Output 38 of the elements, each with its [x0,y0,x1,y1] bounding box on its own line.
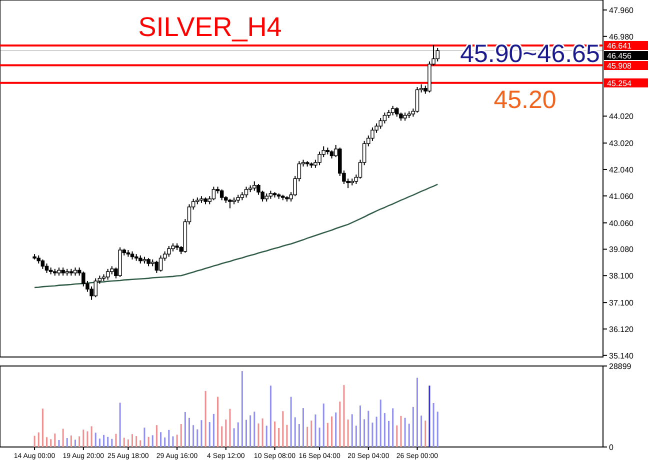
y-tick-label: 47.960 [609,6,634,15]
ref-line-label: 45.254 [607,78,632,88]
y-tick-label: 39.080 [609,245,634,254]
annotation: 45.90~46.65 [460,40,600,68]
y-tick-label: 37.100 [609,298,634,308]
candlestick [244,186,248,198]
candlestick [158,254,163,272]
annotation: 45.20 [494,86,556,114]
candlestick [252,180,256,192]
candlestick [154,260,159,274]
y-tick-label: 36.120 [609,324,634,334]
candlestick [390,105,395,116]
candlestick [382,112,387,124]
y-tick-label: 28899 [609,362,632,371]
y-tick-label: 38.100 [609,272,634,281]
ref-line-label: 45.908 [607,62,632,71]
candlestick [415,86,420,114]
candlestick [167,245,171,258]
ref-line-label: 46.456 [607,52,632,61]
candlestick [106,268,110,280]
y-tick-label: 42.040 [609,165,634,174]
chart-title: SILVER_H4 [138,12,282,42]
candlestick [436,47,440,62]
y-tick-label: 40.060 [609,218,634,228]
y-tick-label: 43.020 [609,139,634,148]
y-tick-label: 35.140 [609,351,634,360]
candlestick [94,278,98,298]
y-tick-label: 44.020 [609,112,634,122]
ref-line-label: 46.641 [607,42,632,51]
candlestick [40,258,45,270]
candlestick [395,106,399,118]
candlestick [44,263,49,274]
candlestick [212,186,216,201]
candlestick [220,188,224,201]
y-tick-label: 0 [609,443,614,452]
y-tick-label: 41.060 [609,192,634,201]
candlestick [228,198,232,209]
y-tick-label: 46.980 [609,32,634,42]
